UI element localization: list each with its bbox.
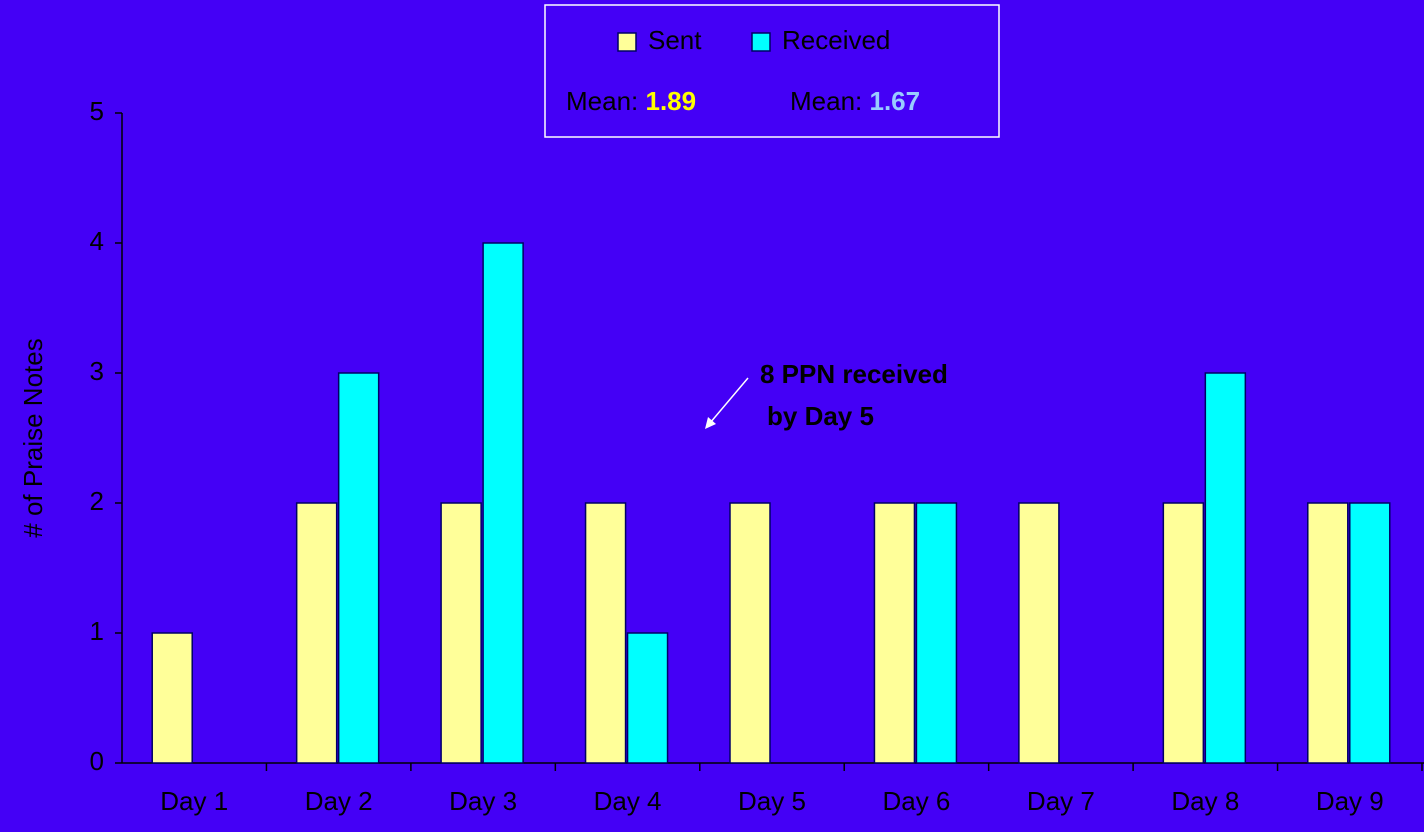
bar xyxy=(729,502,771,764)
y-tick-label: 2 xyxy=(90,486,104,516)
mean-value: 1.89 xyxy=(646,86,697,116)
legend-swatch xyxy=(751,32,771,52)
bar xyxy=(440,502,482,764)
bar xyxy=(873,502,916,764)
bar xyxy=(915,502,958,764)
legend-mean: Mean: 1.67 xyxy=(790,86,920,116)
y-tick-label: 3 xyxy=(90,356,104,386)
y-axis-label: # of Praise Notes xyxy=(18,338,48,537)
annotation: by Day 5 xyxy=(767,401,874,431)
annotation-arrow xyxy=(709,377,749,424)
legend-label: Sent xyxy=(648,25,702,55)
bar xyxy=(1307,502,1349,764)
bar xyxy=(584,502,627,764)
annotation: 8 PPN received xyxy=(760,359,948,389)
bar xyxy=(295,502,338,764)
y-tick-label: 0 xyxy=(90,746,104,776)
bar xyxy=(337,372,380,764)
legend-swatch xyxy=(617,32,637,52)
legend-label: Received xyxy=(782,25,890,55)
x-tick-label: Day 7 xyxy=(1027,786,1095,816)
mean-label: Mean: xyxy=(790,86,862,116)
legend-box xyxy=(544,4,1000,138)
x-tick-label: Day 8 xyxy=(1171,786,1239,816)
bar xyxy=(1018,502,1060,764)
x-tick-label: Day 1 xyxy=(160,786,228,816)
y-tick-label: 5 xyxy=(90,96,104,126)
mean-value: 1.67 xyxy=(870,86,921,116)
y-tick-label: 4 xyxy=(90,226,104,256)
bar xyxy=(1204,372,1247,764)
annotation-arrowhead xyxy=(705,417,716,429)
x-tick-label: Day 4 xyxy=(594,786,662,816)
legend-mean: Mean: 1.89 xyxy=(566,86,696,116)
x-tick-label: Day 2 xyxy=(305,786,373,816)
bar xyxy=(626,632,669,764)
bar xyxy=(151,632,193,764)
bar xyxy=(482,242,524,764)
x-tick-label: Day 3 xyxy=(449,786,517,816)
y-tick-label: 1 xyxy=(90,616,104,646)
x-tick-label: Day 5 xyxy=(738,786,806,816)
mean-label: Mean: xyxy=(566,86,638,116)
x-tick-label: Day 6 xyxy=(882,786,950,816)
x-tick-label: Day 9 xyxy=(1316,786,1384,816)
bar xyxy=(1162,502,1205,764)
bar xyxy=(1349,502,1391,764)
